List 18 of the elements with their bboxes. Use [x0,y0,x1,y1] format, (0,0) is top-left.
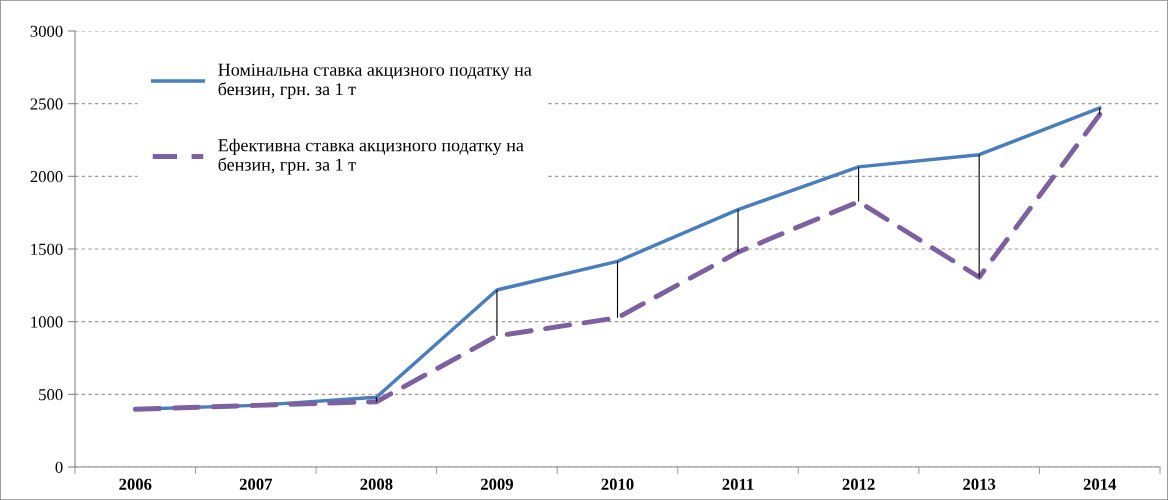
x-tick-label: 2006 [119,478,152,490]
x-tick-label: 2010 [601,478,634,490]
y-tick-label: 2000 [30,171,63,183]
y-tick-label: 1000 [31,316,63,328]
y-tick-label: 0 [55,461,63,473]
y-tick-label: 3000 [30,25,63,37]
x-tick-label: 2014 [1083,478,1117,490]
x-tick-label: 2012 [842,478,875,490]
x-tick-label: 2011 [722,478,754,490]
y-tick-label: 500 [39,389,63,401]
y-tick-label: 2500 [30,98,63,110]
x-tick-label: 2009 [480,478,514,490]
legend-label: Номінальна ставка акцизного податку на бензин, грн. за 1 т [218,63,532,99]
y-tick-label: 1500 [31,243,63,255]
x-tick-label: 2007 [239,478,273,490]
legend-label: Ефективна ставка акцизного податку на бензин, грн. за 1 т [218,138,524,175]
x-tick-label: 2008 [360,478,393,490]
x-tick-label: 2013 [963,478,996,490]
